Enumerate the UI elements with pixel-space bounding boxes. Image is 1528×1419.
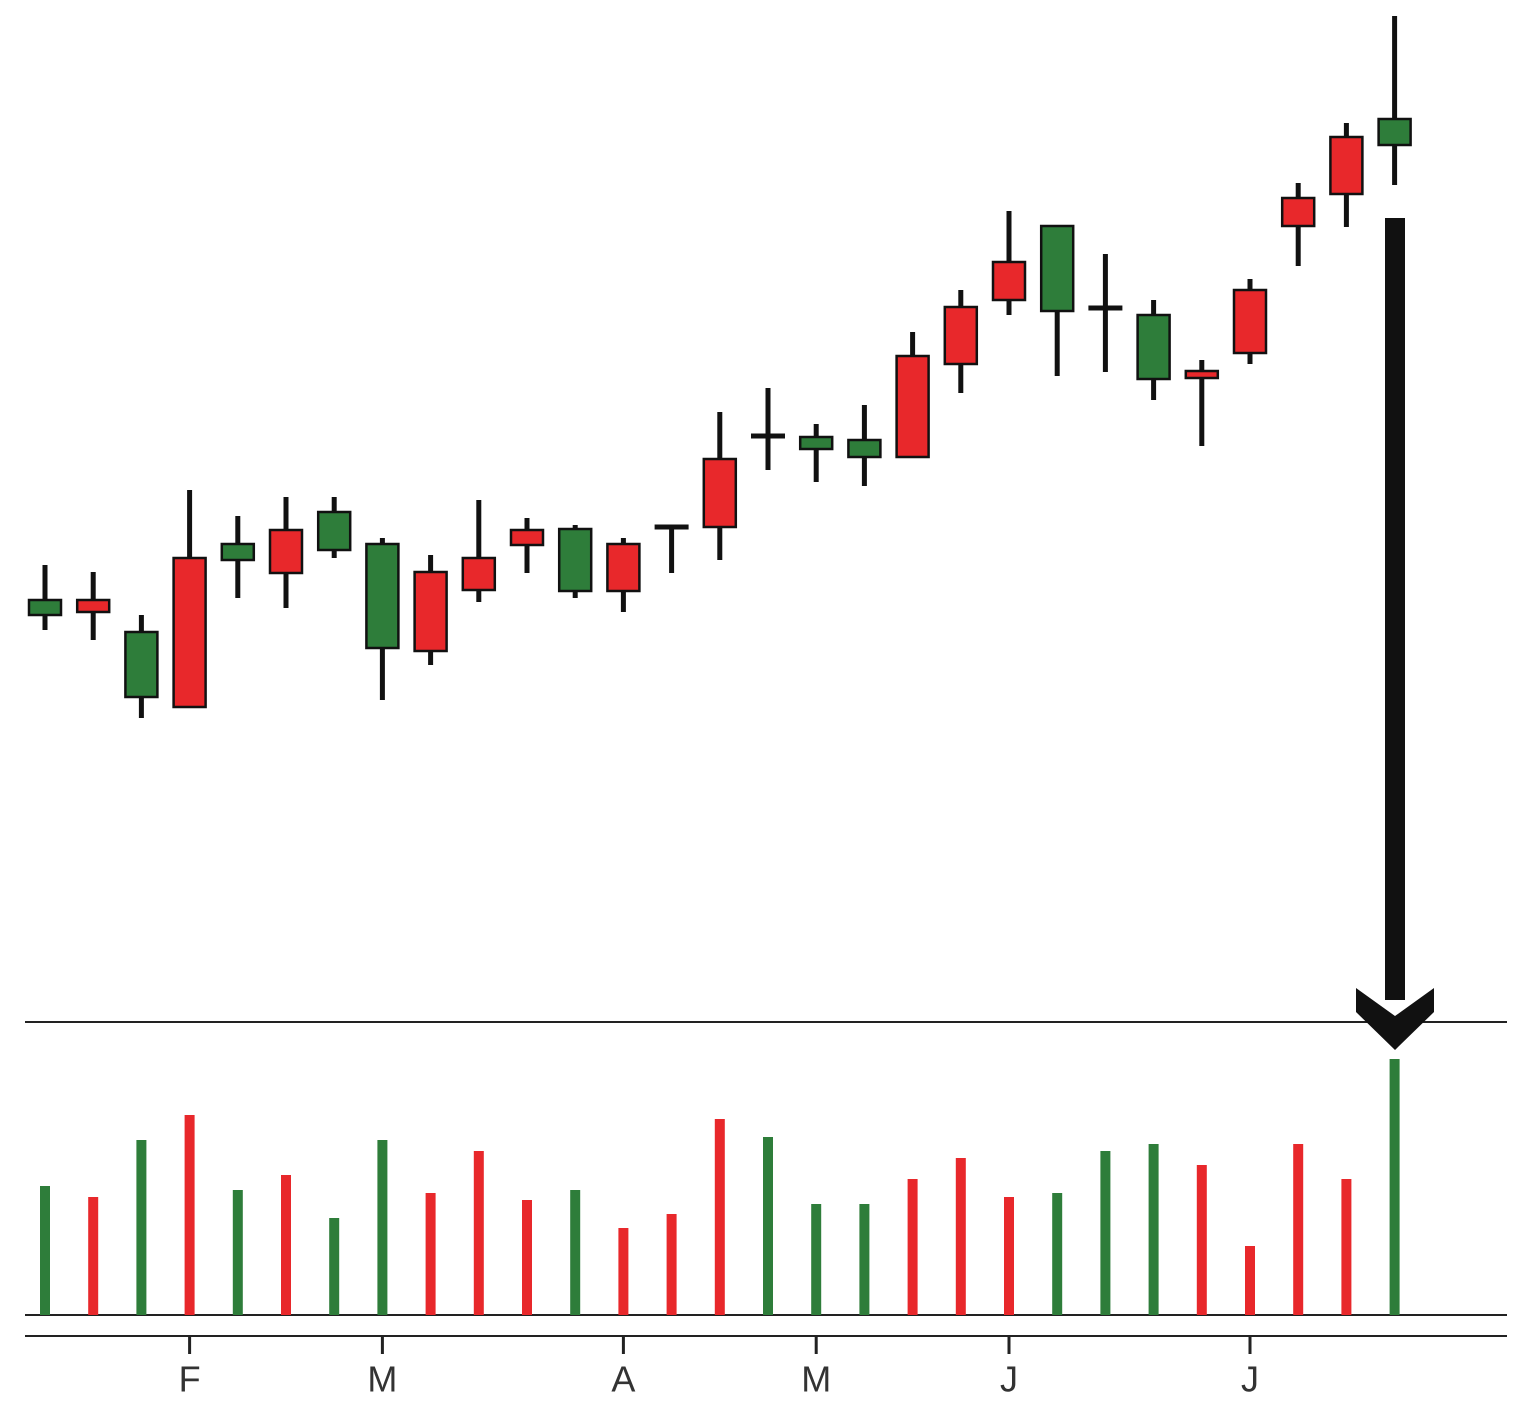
x-tick-label: A xyxy=(611,1359,635,1400)
volume-bar xyxy=(281,1175,291,1315)
volume-bar xyxy=(136,1140,147,1315)
volume-bar xyxy=(1004,1197,1014,1315)
candle-body xyxy=(895,354,930,459)
volume-bar xyxy=(1196,1165,1207,1315)
candle-body xyxy=(75,598,111,614)
volume-bar xyxy=(1389,1059,1400,1315)
volume-bar xyxy=(618,1228,629,1315)
candle-body xyxy=(943,305,979,366)
candle-body xyxy=(991,260,1027,302)
volume-bar xyxy=(232,1190,243,1315)
candle-body xyxy=(847,438,882,459)
volume-bar xyxy=(329,1218,340,1315)
volume-bar xyxy=(1245,1246,1255,1315)
candle-body xyxy=(509,528,545,547)
volume-bar xyxy=(425,1193,436,1315)
candle-body xyxy=(1232,288,1268,355)
candle-body xyxy=(461,556,497,592)
volume-bar xyxy=(184,1115,195,1315)
candle-body xyxy=(557,527,593,593)
candle-body xyxy=(1184,369,1220,380)
candle-body xyxy=(1039,224,1075,313)
x-tick-label: J xyxy=(1241,1359,1259,1400)
volume-bar xyxy=(714,1119,725,1315)
candle-body xyxy=(172,556,207,709)
volume-bar xyxy=(570,1190,581,1315)
volume-bar xyxy=(1293,1144,1304,1315)
candle-body xyxy=(316,510,352,552)
volume-bar xyxy=(1148,1144,1159,1315)
candle-body xyxy=(1280,196,1316,228)
candle-body xyxy=(413,570,448,653)
x-tick-label: M xyxy=(367,1359,397,1400)
volume-bar xyxy=(88,1197,99,1315)
candle-body xyxy=(1377,117,1412,147)
x-tick-label: M xyxy=(801,1359,831,1400)
candle-body xyxy=(702,457,738,529)
volume-bar xyxy=(522,1200,532,1315)
candle-body xyxy=(124,630,159,699)
candle-body xyxy=(606,542,641,593)
candle-body xyxy=(1329,135,1364,196)
candle-body xyxy=(365,542,400,650)
volume-bar xyxy=(763,1137,773,1315)
candle-body xyxy=(1136,313,1171,381)
arrow xyxy=(1356,218,1434,1050)
volume-bar xyxy=(859,1204,870,1315)
volume-bar xyxy=(40,1186,50,1315)
volume-bar xyxy=(907,1179,918,1315)
volume-bar xyxy=(1052,1193,1063,1315)
volume-bar xyxy=(666,1214,677,1315)
volume-bar xyxy=(955,1158,966,1315)
candle-body xyxy=(268,528,304,575)
candle-body xyxy=(798,435,834,451)
volume-bar xyxy=(811,1204,822,1315)
candle-body xyxy=(220,542,256,562)
volume-bar xyxy=(473,1151,484,1315)
candle-body xyxy=(27,598,63,617)
volume-bar xyxy=(377,1140,388,1315)
volume-bar xyxy=(1341,1179,1352,1315)
x-tick-label: J xyxy=(1000,1359,1018,1400)
volume-bar xyxy=(1100,1151,1111,1315)
x-tick-label: F xyxy=(179,1359,201,1400)
